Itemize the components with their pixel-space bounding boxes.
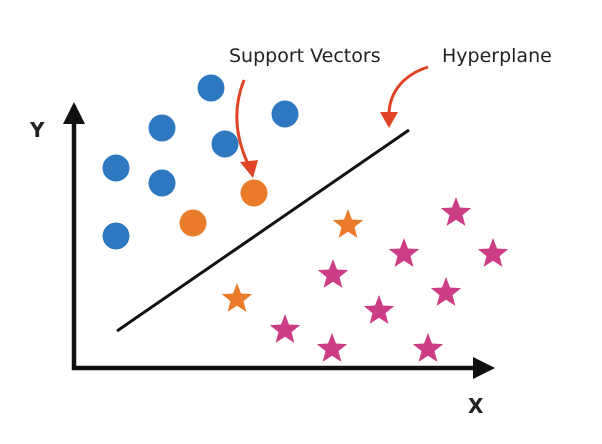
class-a-circle [102,222,130,250]
hyperplane-arrow [380,65,429,128]
class-b-points [221,197,509,362]
x-axis-label: X [468,394,484,418]
class-b-star [317,259,349,288]
class-b-star [316,333,348,362]
hyperplane-line [116,128,410,333]
class-a-circle [211,130,239,158]
class-a-circle [197,74,225,102]
support-vector-circles [179,179,268,237]
support-vector-circle [179,209,207,237]
support-vector-circle [240,179,268,207]
y-axis-arrowhead [63,102,85,124]
class-a-circle [148,169,176,197]
class-b-star [363,295,395,324]
axes [63,102,495,379]
support-vectors-label: Support Vectors [229,45,381,67]
class-b-star [430,277,462,306]
class-b-star [477,238,509,267]
x-axis-arrowhead [473,357,495,379]
hyperplane-label: Hyperplane [442,45,552,67]
class-b-star [269,314,301,343]
class-b-star [412,333,444,362]
class-a-circle [271,100,299,128]
support-vector-star [221,283,253,312]
y-axis-label: Y [29,118,45,142]
class-b-star [388,238,420,267]
class-a-points [102,74,299,250]
class-b-star [440,197,472,226]
support-vector-star [332,209,364,238]
class-a-circle [148,114,176,142]
class-a-circle [102,154,130,182]
support-vectors-arrow [235,79,258,178]
